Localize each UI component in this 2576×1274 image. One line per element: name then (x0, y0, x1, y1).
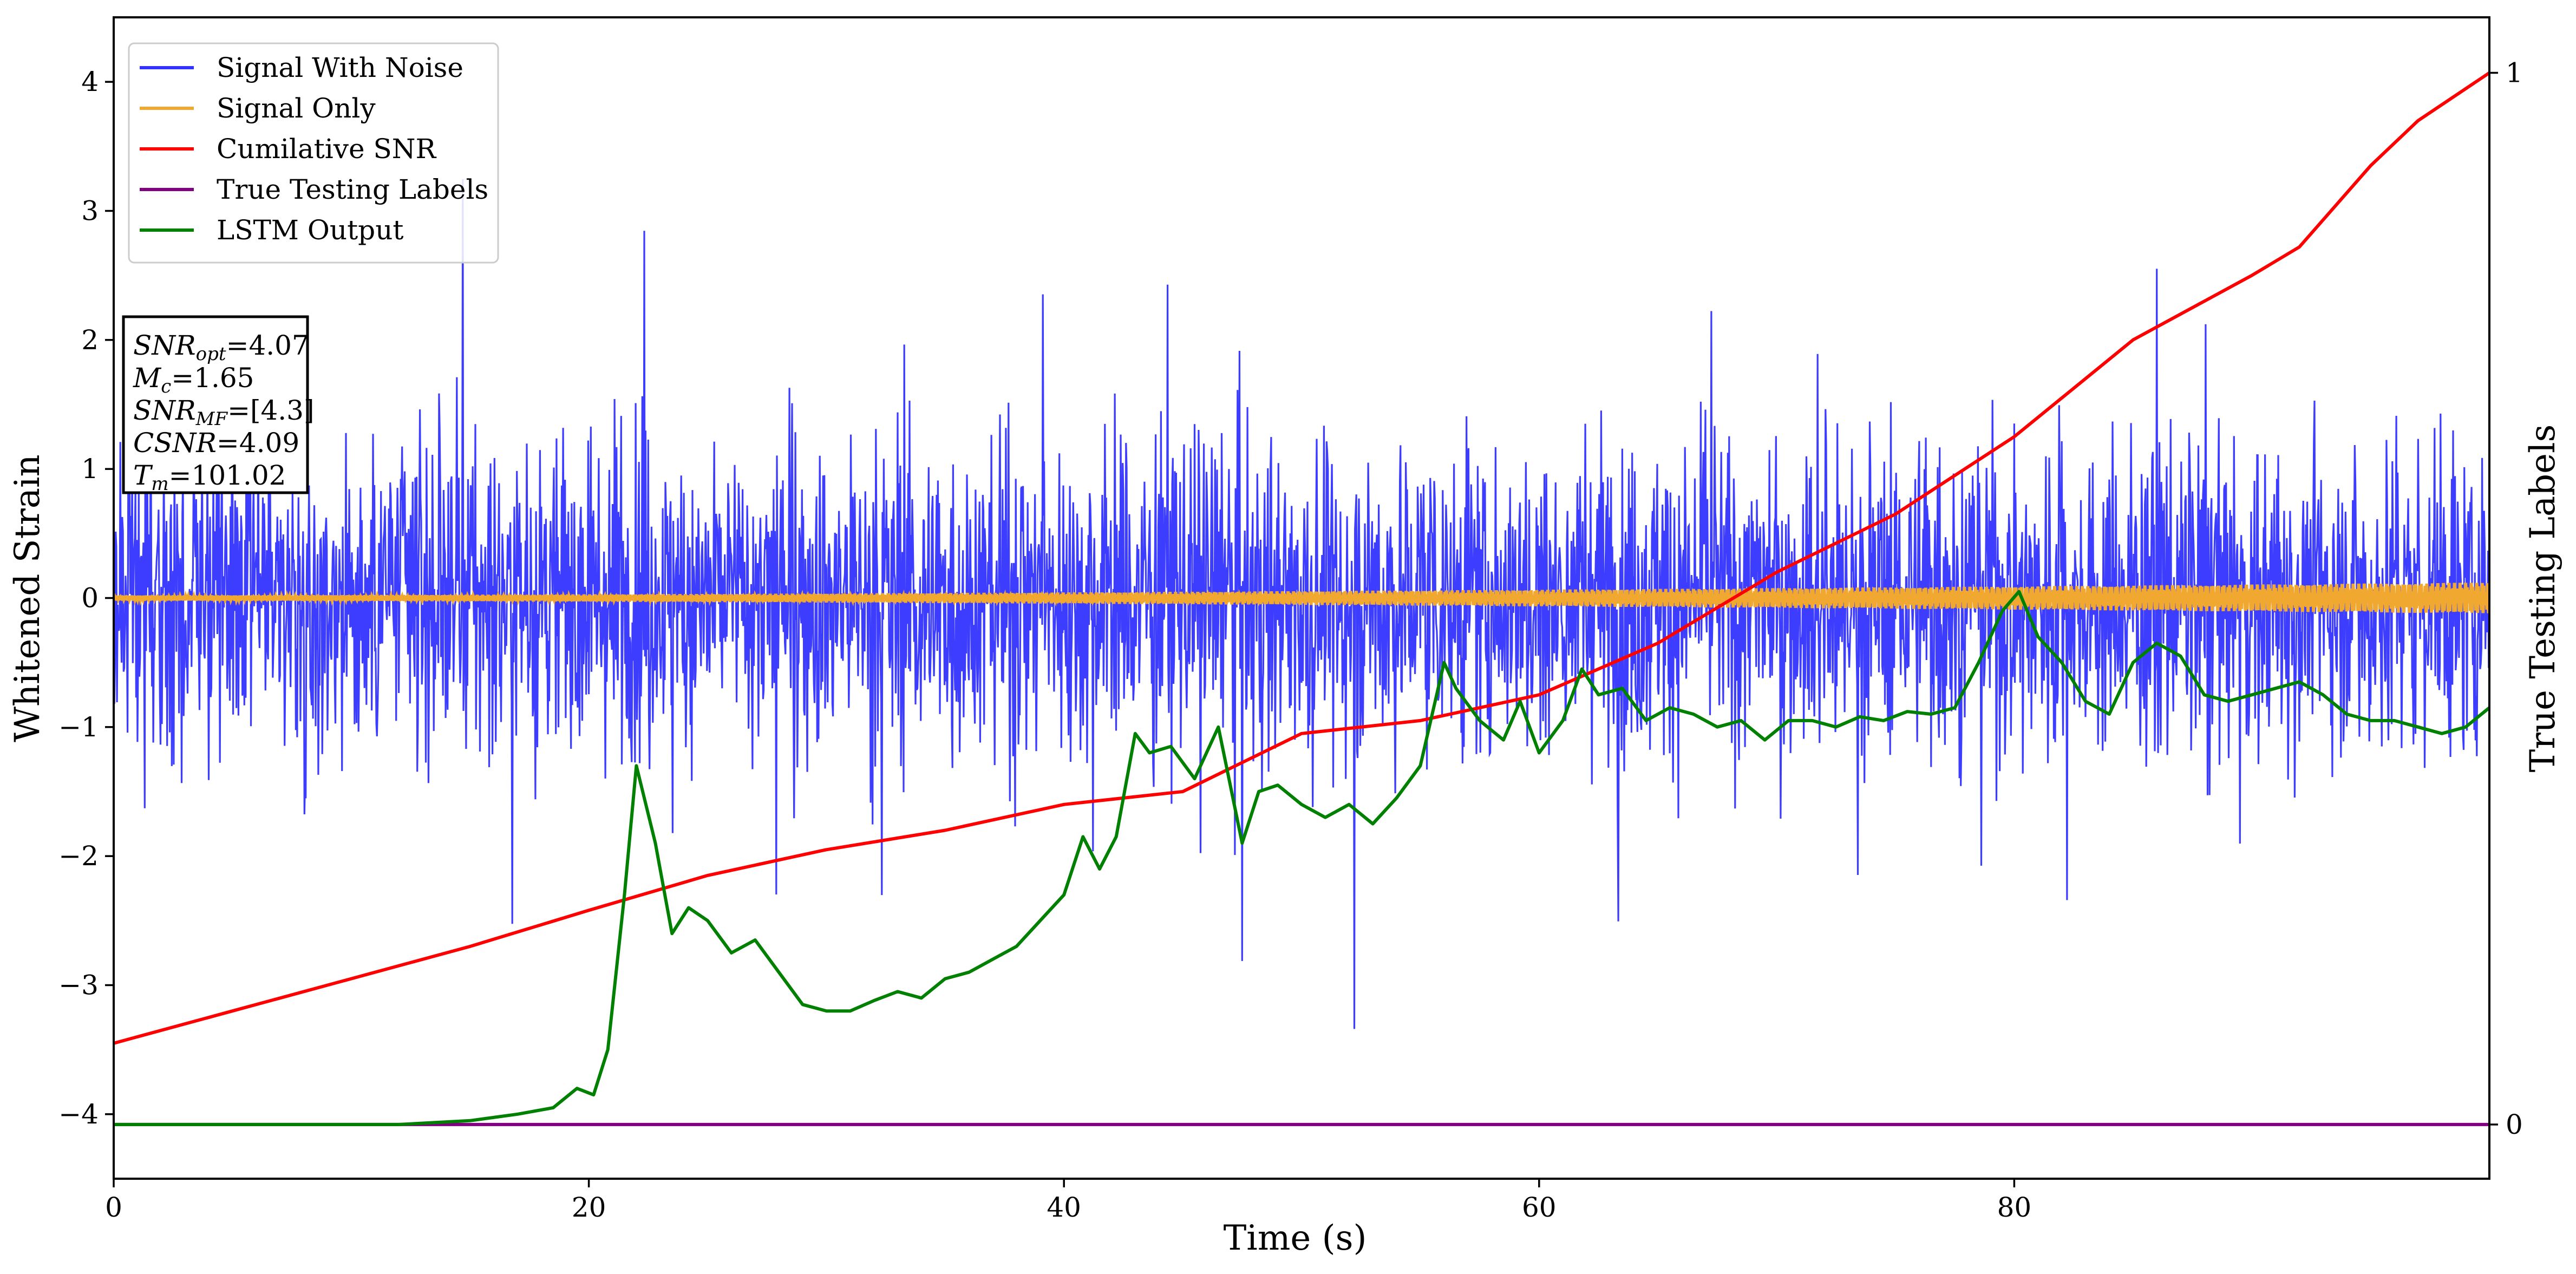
y-axis-title: Whitened Strain (8, 454, 48, 742)
info-line: Tm=101.02 (133, 460, 286, 495)
series-lstm-output (114, 590, 2489, 1126)
x-tick-label: 60 (1522, 1192, 1557, 1223)
info-line: CSNR=4.09 (133, 427, 299, 459)
series-signal-with-noise (114, 179, 2489, 1029)
x-tick-label: 40 (1047, 1192, 1081, 1223)
x-tick-label: 20 (572, 1192, 606, 1223)
y-tick-label: −1 (58, 711, 99, 743)
legend-label: LSTM Output (217, 214, 403, 246)
x-axis-title: Time (s) (1224, 1218, 1367, 1258)
legend-label: Cumilative SNR (217, 133, 436, 165)
y-tick-label: −4 (58, 1099, 99, 1130)
y-tick-label: −3 (58, 970, 99, 1001)
info-box: SNRopt=4.07Mc=1.65SNRMF=[4.3]CSNR=4.09Tm… (122, 315, 315, 495)
series-cumilative-snr (114, 71, 2489, 1045)
x-tick-label: 80 (1997, 1192, 2032, 1223)
info-line: Mc=1.65 (133, 362, 254, 397)
legend: Signal With Noise Signal Only Cumilative S… (128, 42, 499, 264)
x-tick-label: 0 (105, 1192, 122, 1223)
y-axis-right-title: True Testing Labels (2523, 424, 2563, 773)
series-signal-only (114, 583, 2489, 613)
info-line: SNRopt=4.07 (133, 330, 309, 365)
y-tick-label: 4 (81, 66, 99, 97)
y-right-tick-label: 1 (2506, 57, 2523, 88)
y-tick-label: 1 (81, 453, 99, 485)
plot-clip-group (114, 71, 2489, 1126)
info-box-frame (122, 315, 309, 494)
legend-label: Signal Only (217, 93, 376, 124)
y-tick-label: 3 (81, 195, 99, 227)
plot-area (114, 71, 2489, 1126)
legend-box (128, 42, 499, 264)
y-right-tick-label: 0 (2506, 1109, 2523, 1140)
legend-label: Signal With Noise (217, 52, 463, 83)
info-line: SNRMF=[4.3] (133, 395, 315, 430)
y-tick-label: 0 (81, 583, 99, 614)
y-tick-label: −2 (58, 840, 99, 872)
y-tick-label: 2 (81, 324, 99, 356)
legend-label: True Testing Labels (217, 174, 488, 205)
